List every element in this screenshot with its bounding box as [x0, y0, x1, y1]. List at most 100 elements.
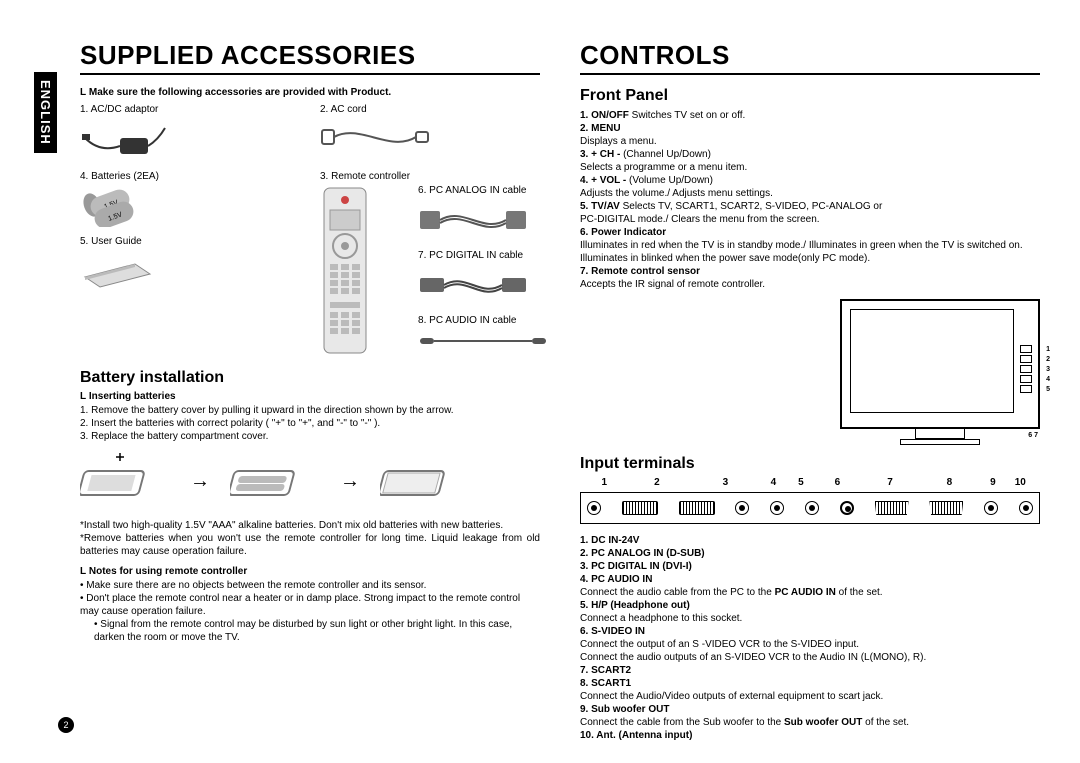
tv-screen	[850, 309, 1014, 413]
tn5: 5	[787, 477, 814, 488]
tn2: 2	[623, 477, 692, 488]
t6d: Connect the output of an S -VIDEO VCR to…	[580, 638, 1040, 651]
tn6: 6	[815, 477, 861, 488]
scart-icon	[875, 501, 909, 515]
fp3-b: 3. + CH -	[580, 149, 620, 160]
acc-guide-label: 5. User Guide	[80, 236, 300, 247]
acc-audio-label: 8. PC AUDIO IN cable	[418, 315, 548, 326]
scart-icon	[929, 501, 963, 515]
t3: 3. PC DIGITAL IN (DVI-I)	[580, 560, 1040, 573]
battery-illustration: → →	[80, 451, 540, 511]
acc-analog-img	[418, 196, 548, 246]
terminals-numbers: 1 2 3 4 5 6 7 8 9 10	[580, 477, 1040, 488]
acc-digital-img	[418, 261, 548, 311]
t4d: Connect the audio cable from the PC to t…	[580, 586, 1040, 599]
tv-base	[900, 439, 980, 445]
t5d: Connect a headphone to this socket.	[580, 612, 1040, 625]
page-number: 2	[58, 717, 74, 733]
accessories-grid: 1. AC/DC adaptor 2. AC cord 4. Batteries…	[80, 104, 540, 359]
fp7: Accepts the IR signal of remote controll…	[580, 278, 1040, 291]
notes-heading-text: Notes for using remote controller	[89, 566, 247, 577]
acc-adaptor-label: 1. AC/DC adaptor	[80, 104, 300, 115]
heading-input-terminals: Input terminals	[580, 455, 1040, 473]
acc-cord-label: 2. AC cord	[320, 104, 540, 115]
t6d2: Connect the audio outputs of an S-VIDEO …	[580, 651, 1040, 664]
tv-stand	[915, 429, 965, 439]
remote-bullet1: • Make sure there are no objects between…	[80, 579, 540, 592]
t7: 7. SCART2	[580, 664, 1040, 677]
fp5-b: 5. TV/AV	[580, 201, 620, 212]
terminals-list: 1. DC IN-24V 2. PC ANALOG IN (D-SUB) 3. …	[580, 534, 1040, 742]
t4d-a: Connect the audio cable from the PC to t…	[580, 587, 775, 598]
t10: 10. Ant. (Antenna input)	[580, 729, 1040, 742]
fp4-b: 4. + VOL -	[580, 175, 626, 186]
fp2: Displays a menu.	[580, 135, 1040, 148]
page-columns: SUPPLIED ACCESSORIES L Make sure the fol…	[60, 40, 1040, 742]
jack-icon	[1019, 501, 1033, 515]
notes-prefix: L	[80, 566, 86, 577]
tv-illustration: 1 2 3 4 5 6 7	[580, 299, 1040, 445]
t9d-b: Sub woofer OUT	[784, 717, 862, 728]
fp3b: Selects a programme or a menu item.	[580, 161, 1040, 174]
tn1: 1	[586, 477, 623, 488]
tv-panel-nums: 1 2 3 4 5	[1046, 345, 1050, 395]
acc-digital-label: 7. PC DIGITAL IN cable	[418, 250, 548, 261]
dsub-icon	[622, 501, 658, 515]
tn4: 4	[760, 477, 787, 488]
col-controls: CONTROLS Front Panel 1. ON/OFF Switches …	[580, 40, 1040, 742]
heading-front-panel: Front Panel	[580, 87, 1040, 105]
t5: 5. H/P (Headphone out)	[580, 599, 1040, 612]
jack-icon	[840, 501, 854, 515]
t9: 9. Sub woofer OUT	[580, 703, 1040, 716]
tn7: 7	[860, 477, 919, 488]
tn8: 8	[920, 477, 979, 488]
acc-intro: L Make sure the following accessories ar…	[80, 87, 540, 98]
fp2-b: 2. MENU	[580, 122, 1040, 135]
t4: 4. PC AUDIO IN	[580, 573, 1040, 586]
acc-adaptor: 1. AC/DC adaptor	[80, 104, 300, 165]
fp7-b: 7. Remote control sensor	[580, 265, 1040, 278]
acc-cord-img	[320, 115, 540, 165]
tn10: 10	[1007, 477, 1034, 488]
front-panel-list: 1. ON/OFF Switches TV set on or off. 2. …	[580, 109, 1040, 291]
heading-battery: Battery installation	[80, 369, 540, 387]
t6: 6. S-VIDEO IN	[580, 625, 1040, 638]
acc-remote-label: 3. Remote controller	[320, 171, 410, 182]
t8d: Connect the Audio/Video outputs of exter…	[580, 690, 1040, 703]
intro-prefix: L	[80, 87, 86, 98]
arrow-icon: →	[190, 470, 210, 493]
acc-remote-col: 3. Remote controller	[320, 171, 540, 359]
acc-analog-label: 6. PC ANALOG IN cable	[418, 185, 548, 196]
battery-sub-prefix: L	[80, 391, 86, 402]
dvi-icon	[679, 501, 715, 515]
language-tab: ENGLISH	[34, 72, 57, 153]
fp5b: PC-DIGITAL mode./ Clears the menu from t…	[580, 213, 1040, 226]
tv-box: 1 2 3 4 5 6 7	[840, 299, 1040, 429]
fp5: Selects TV, SCART1, SCART2, S-VIDEO, PC-…	[620, 201, 883, 212]
remote-bullet2: • Don't place the remote control near a …	[80, 592, 540, 618]
tn3: 3	[691, 477, 760, 488]
t4d-c: of the set.	[836, 587, 883, 598]
tn9: 9	[979, 477, 1006, 488]
battery-sub-text: Inserting batteries	[89, 391, 176, 402]
remote-notes-heading: L Notes for using remote controller	[80, 566, 540, 577]
acc-batteries-img: 1.5V1.5V	[80, 182, 300, 232]
acc-guide-img	[80, 247, 300, 297]
battery-step1: 1. Remove the battery cover by pulling i…	[80, 404, 540, 417]
t9d-c: of the set.	[862, 717, 909, 728]
fp4b: Adjusts the volume./ Adjusts menu settin…	[580, 187, 1040, 200]
acc-batteries-label: 4. Batteries (2EA)	[80, 171, 300, 182]
acc-cord: 2. AC cord	[320, 104, 540, 165]
heading-accessories: SUPPLIED ACCESSORIES	[80, 40, 540, 75]
svideo-icon	[805, 501, 819, 515]
acc-audio-img	[418, 326, 548, 356]
jack-icon	[984, 501, 998, 515]
battery-step3: 3. Replace the battery compartment cover…	[80, 430, 540, 443]
fp4: (Volume Up/Down)	[626, 175, 713, 186]
acc-adaptor-img	[80, 115, 300, 165]
remote-bullet3: • Signal from the remote control may be …	[80, 618, 540, 644]
battery-step2: 2. Insert the batteries with correct pol…	[80, 417, 540, 430]
t9d: Connect the cable from the Sub woofer to…	[580, 716, 1040, 729]
t9d-a: Connect the cable from the Sub woofer to…	[580, 717, 784, 728]
t2: 2. PC ANALOG IN (D-SUB)	[580, 547, 1040, 560]
